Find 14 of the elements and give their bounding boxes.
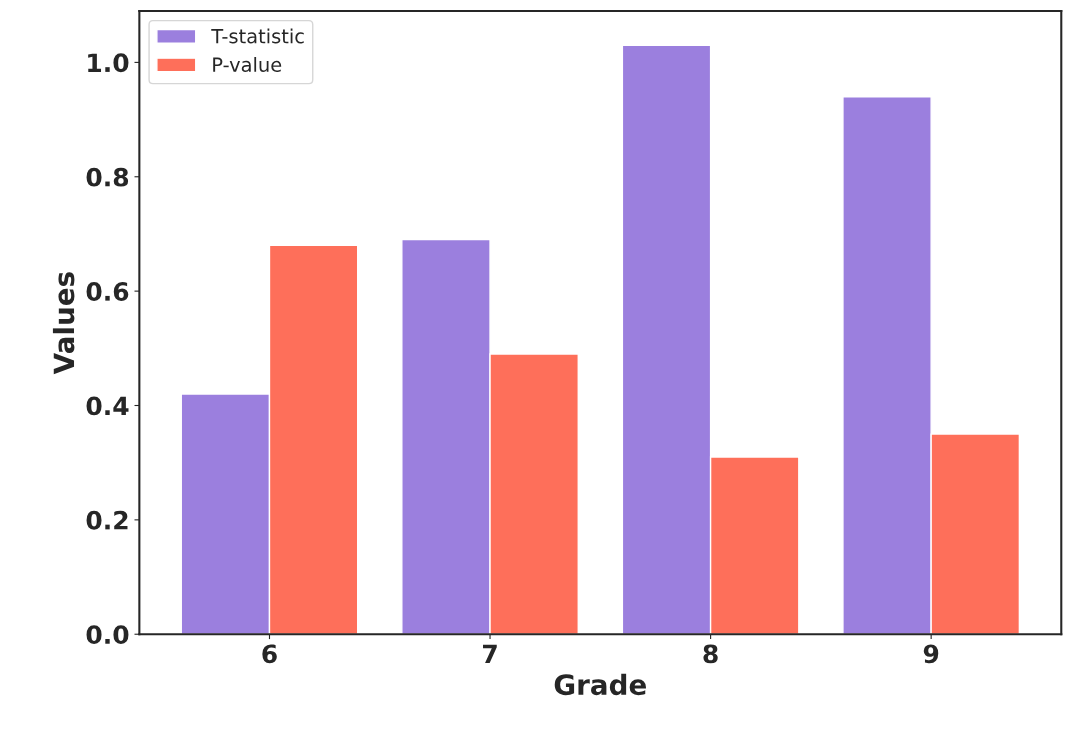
x-tick-label: 8 — [703, 644, 718, 664]
x-axis-title: Grade — [554, 673, 646, 696]
y-tick-label: 0.6 — [86, 282, 129, 301]
y-axis-title: Values — [52, 272, 75, 375]
x-tick-label: 7 — [483, 644, 497, 663]
y-tick-label: 0.8 — [86, 167, 129, 187]
y-tick-label: 0.4 — [86, 396, 129, 416]
legend-label: P-value — [213, 56, 282, 73]
y-tick-label: 0.2 — [86, 510, 128, 530]
legend-label: T-statistic — [211, 28, 304, 44]
y-tick-label: 1.0 — [88, 53, 129, 73]
x-tick-label: 6 — [262, 644, 277, 664]
y-tick-label: 0.0 — [86, 625, 129, 645]
x-tick-label: 9 — [923, 644, 939, 664]
